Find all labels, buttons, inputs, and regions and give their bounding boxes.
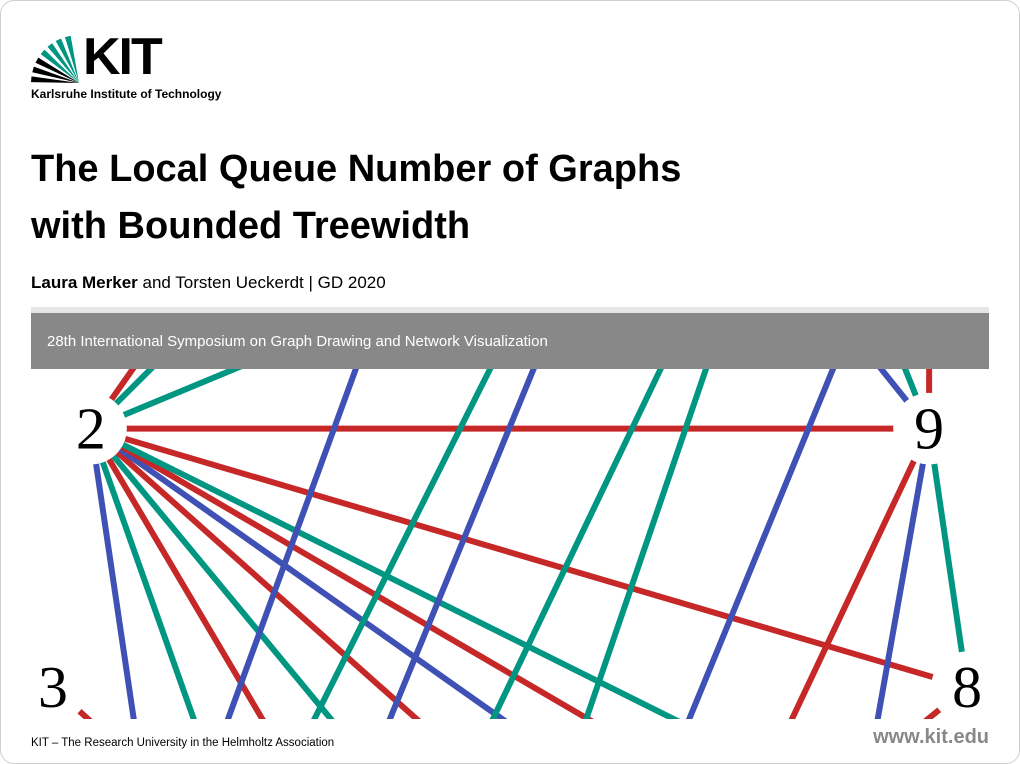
title-line-2: with Bounded Treewidth xyxy=(31,205,470,247)
subtitle-band: 28th International Symposium on Graph Dr… xyxy=(31,313,989,369)
kit-subtitle: Karlsruhe Institute of Technology xyxy=(31,87,221,101)
subtitle-band-text: 28th International Symposium on Graph Dr… xyxy=(47,333,548,350)
title-line-1: The Local Queue Number of Graphs xyxy=(31,148,681,190)
footer: KIT – The Research University in the Hel… xyxy=(31,726,989,749)
svg-text:8: 8 xyxy=(952,654,982,719)
kit-logo: KIT Karlsruhe Institute of Technology xyxy=(31,31,221,101)
author-rest: and Torsten Ueckerdt | GD 2020 xyxy=(138,273,386,292)
slide-title: The Local Queue Number of Graphs with Bo… xyxy=(31,141,989,255)
footer-left: KIT – The Research University in the Hel… xyxy=(31,737,334,749)
kit-fan-icon xyxy=(31,35,79,83)
svg-text:3: 3 xyxy=(38,654,68,719)
svg-text:2: 2 xyxy=(76,396,106,462)
graph-figure: 2 9 3 8 xyxy=(31,369,989,719)
footer-url: www.kit.edu xyxy=(873,726,989,749)
slide: KIT Karlsruhe Institute of Technology Th… xyxy=(1,1,1019,763)
svg-text:9: 9 xyxy=(914,396,944,462)
author-primary: Laura Merker xyxy=(31,273,138,292)
kit-wordmark: KIT xyxy=(83,31,161,83)
authors-line: Laura Merker and Torsten Ueckerdt | GD 2… xyxy=(31,273,386,293)
